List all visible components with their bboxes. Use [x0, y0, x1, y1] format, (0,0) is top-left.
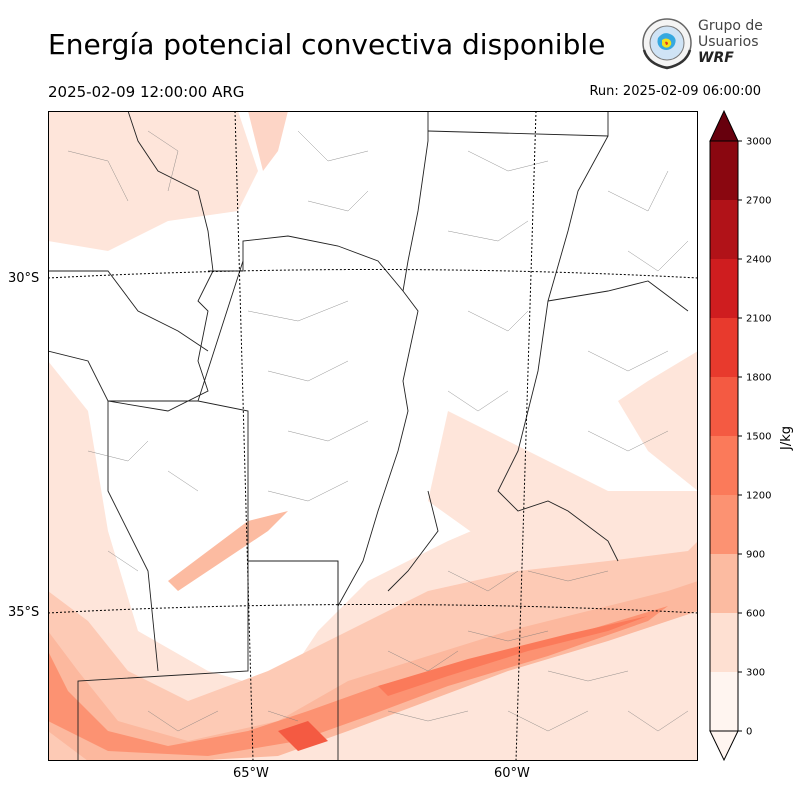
colorbar-bin [710, 377, 738, 436]
page-title: Energía potencial convectiva disponible [48, 28, 606, 61]
lat-label-30s: 30°S [8, 271, 40, 286]
logo-text: Grupo de Usuarios WRF [698, 18, 763, 66]
graticule [48, 111, 698, 761]
lon-label-60w: 60°W [494, 766, 530, 781]
globe-logo-icon [642, 18, 692, 70]
valid-time: 2025-02-09 12:00:00 ARG [48, 83, 245, 101]
colorbar-bin [710, 495, 738, 554]
colorbar-bins [710, 141, 738, 731]
colorbar-bin [710, 318, 738, 377]
colorbar-tick-label: 1200 [746, 491, 771, 502]
colorbar-ticks: 0 300 600 900 1200 1500 1800 2100 2400 2700 3000 [738, 137, 771, 738]
colorbar-bin [710, 554, 738, 613]
colorbar-lower-extend [709, 730, 739, 762]
colorbar-tick-label: 2100 [746, 314, 771, 325]
logo: Grupo de Usuarios WRF [638, 16, 768, 72]
colorbar-tick-label: 600 [746, 609, 765, 620]
department-borders [67, 130, 689, 732]
cape-map [48, 111, 698, 761]
province-borders [48, 111, 689, 761]
colorbar-tick-label: 1500 [746, 432, 771, 443]
colorbar-bin [710, 672, 738, 731]
colorbar-upper-extend [709, 109, 739, 142]
colorbar-tick-label: 300 [746, 668, 765, 679]
logo-line2: Usuarios [698, 34, 759, 50]
cape-field [48, 111, 698, 761]
colorbar-tick-label: 3000 [746, 137, 771, 148]
lat-label-35s: 35°S [8, 605, 40, 620]
colorbar-tick-label: 1800 [746, 373, 771, 384]
run-time: Run: 2025-02-09 06:00:00 [589, 84, 761, 99]
colorbar-bin [710, 436, 738, 495]
logo-line1: Grupo de [698, 18, 763, 34]
colorbar-tick-label: 0 [746, 727, 752, 738]
colorbar-tick-label: 2400 [746, 255, 771, 266]
lon-label-65w: 65°W [233, 766, 269, 781]
colorbar-bin [710, 613, 738, 672]
colorbar-tick-label: 900 [746, 550, 765, 561]
colorbar-bin [710, 200, 738, 259]
colorbar-bin [710, 141, 738, 200]
colorbar-tick-label: 2700 [746, 196, 771, 207]
colorbar: 0 300 600 900 1200 1500 1800 2100 2400 2700 3000 J… [709, 109, 794, 762]
logo-line3: WRF [698, 50, 734, 66]
colorbar-unit: J/kg [779, 426, 794, 451]
colorbar-bin [710, 259, 738, 318]
